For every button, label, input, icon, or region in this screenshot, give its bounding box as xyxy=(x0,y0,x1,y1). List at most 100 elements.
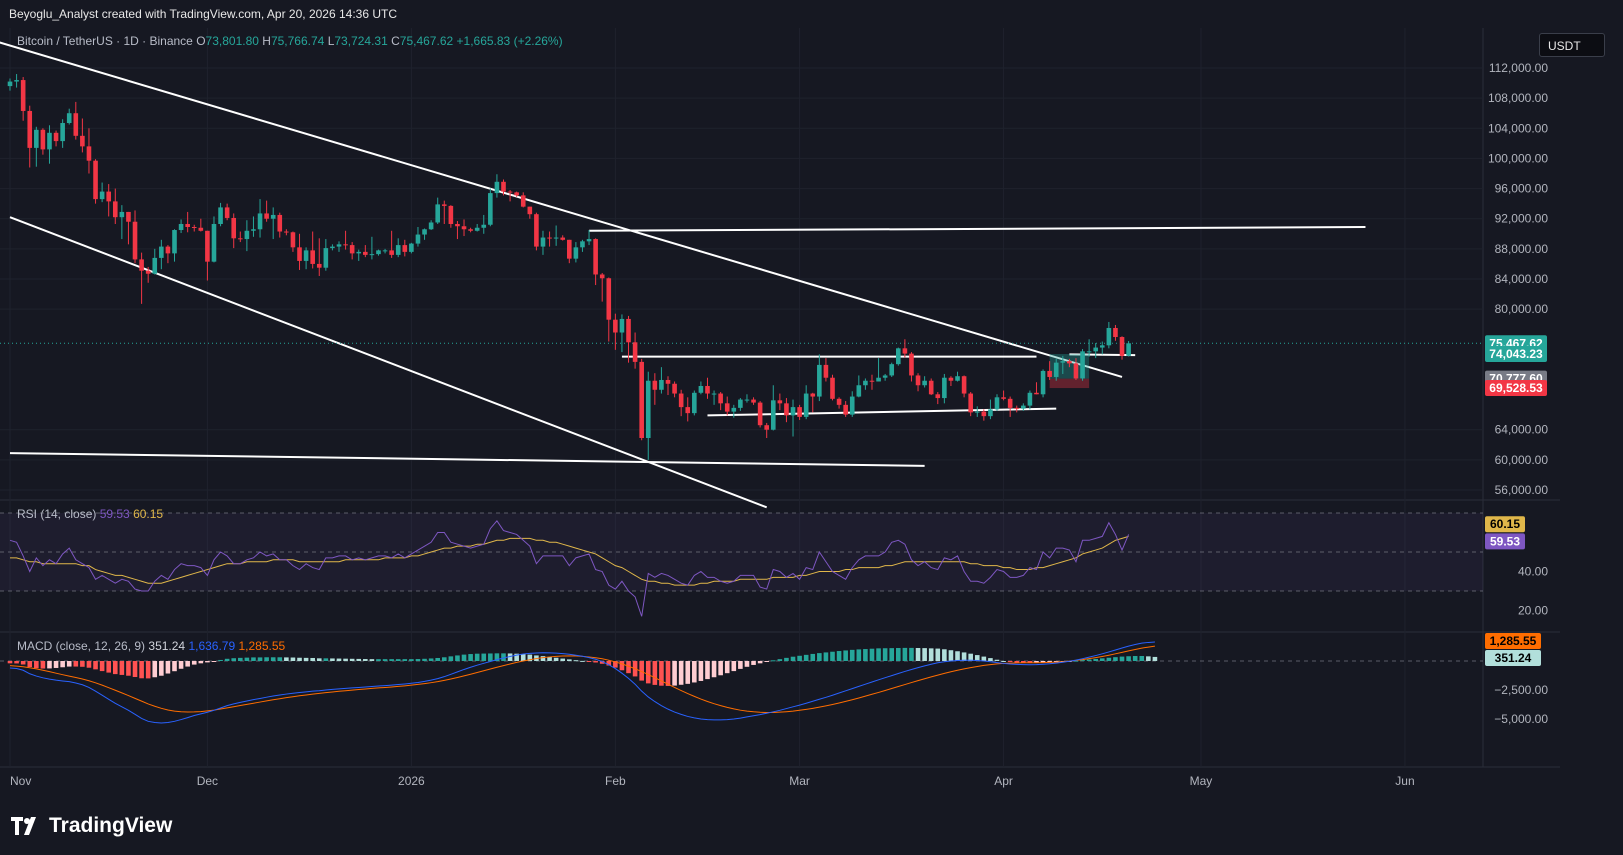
candle-body xyxy=(126,211,131,222)
macd-histogram-bar xyxy=(185,661,190,667)
position-box-loss xyxy=(1049,378,1090,389)
candle-body xyxy=(60,123,65,142)
candle-body xyxy=(520,195,526,207)
candle-body xyxy=(481,224,487,228)
candle-body xyxy=(784,403,789,416)
macd-title: MACD (close, 12, 26, 9) xyxy=(17,639,146,653)
rsi-value: 59.53 xyxy=(99,507,130,521)
macd-histogram-bar xyxy=(573,660,579,662)
candle-body xyxy=(34,129,39,148)
macd-histogram-bar xyxy=(389,659,394,661)
low-label: L xyxy=(327,34,335,48)
rsi-value-box xyxy=(1485,533,1525,550)
macd-hist-value: 351.24 xyxy=(148,639,186,653)
candle-body xyxy=(303,250,309,261)
candle-body xyxy=(823,364,829,378)
candle-body xyxy=(159,246,164,258)
macd-histogram-bar xyxy=(738,661,743,669)
candle-body xyxy=(507,191,513,193)
macd-histogram-bar xyxy=(764,661,769,662)
candle-body xyxy=(112,201,118,218)
candle-body xyxy=(1099,345,1105,348)
macd-histogram-bar xyxy=(882,648,888,661)
candle-body xyxy=(99,191,105,200)
macd-value-box xyxy=(1485,650,1541,666)
candle-body xyxy=(349,245,355,254)
macd-histogram-bar xyxy=(593,661,598,663)
macd-histogram-bar xyxy=(974,655,980,661)
candle-body xyxy=(264,213,269,219)
macd-histogram-bar xyxy=(409,659,414,661)
macd-histogram-bar xyxy=(698,661,704,681)
price-label-text: 74,043.23 xyxy=(1489,347,1543,361)
macd-histogram-bar xyxy=(626,661,631,674)
macd-histogram-bar xyxy=(672,661,677,686)
candle-body xyxy=(678,393,684,408)
macd-histogram-bar xyxy=(99,661,105,672)
macd-tick-label: −2,500.00 xyxy=(1494,683,1548,697)
trendline xyxy=(0,41,1123,378)
macd-histogram-bar xyxy=(863,649,868,661)
macd-histogram-bar xyxy=(836,651,842,661)
candle-body xyxy=(1053,362,1059,377)
candle-body xyxy=(172,230,177,254)
candle-body xyxy=(606,278,612,320)
rsi-legend[interactable]: RSI (14, close) 59.53 60.15 xyxy=(17,507,163,521)
macd-histogram-bar xyxy=(659,661,664,686)
footer-bar xyxy=(0,793,1623,855)
tradingview-logo[interactable]: TradingView xyxy=(11,814,172,838)
symbol-legend[interactable]: Bitcoin / TetherUS · 1D · Binance O73,80… xyxy=(17,34,563,48)
macd-legend[interactable]: MACD (close, 12, 26, 9) 351.24 1,636.79 … xyxy=(17,639,285,653)
price-tick-label: 64,000.00 xyxy=(1495,423,1549,437)
macd-histogram-bar xyxy=(507,653,513,661)
macd-histogram-bar xyxy=(1106,657,1112,661)
time-tick-label: May xyxy=(1190,774,1213,788)
candle-body xyxy=(382,250,388,252)
candle-body xyxy=(849,396,855,415)
macd-histogram-bar xyxy=(547,656,552,661)
candle-body xyxy=(468,229,473,231)
candle-body xyxy=(93,160,98,200)
candle-body xyxy=(415,234,421,244)
macd-histogram-bar xyxy=(520,654,526,661)
candle-body xyxy=(178,223,184,231)
currency-button[interactable]: USDT xyxy=(1539,33,1605,57)
macd-histogram-bar xyxy=(896,648,901,661)
macd-histogram-bar xyxy=(553,657,559,661)
macd-histogram-bar xyxy=(652,661,658,685)
macd-histogram-bar xyxy=(7,661,13,664)
candle-body xyxy=(441,204,447,206)
candle-body xyxy=(803,393,809,417)
candle-body xyxy=(80,135,85,147)
candle-body xyxy=(1119,337,1125,356)
macd-histogram-bar xyxy=(1093,658,1098,661)
macd-histogram-bar xyxy=(316,658,322,661)
macd-histogram-bar xyxy=(284,657,289,661)
candle-body xyxy=(738,399,743,408)
macd-histogram-bar xyxy=(1007,661,1013,662)
candle-body xyxy=(20,80,26,111)
macd-histogram-bar xyxy=(843,650,848,661)
macd-histogram-bar xyxy=(369,659,375,661)
candle-body xyxy=(139,259,144,271)
candle-body xyxy=(53,132,59,142)
macd-histogram-bar xyxy=(349,658,355,661)
macd-histogram-bar xyxy=(376,659,381,661)
time-tick-label: Feb xyxy=(605,774,626,788)
candle-body xyxy=(336,244,342,247)
time-tick-label: Dec xyxy=(197,774,218,788)
candle-body xyxy=(790,407,796,416)
macd-histogram-bar xyxy=(126,661,131,676)
candle-body xyxy=(527,206,533,215)
candle-body xyxy=(422,229,427,235)
price-tick-label: 112,000.00 xyxy=(1489,61,1548,75)
candle-body xyxy=(402,245,408,252)
candle-body xyxy=(613,319,618,333)
candle-body xyxy=(731,407,737,412)
macd-histogram-bar xyxy=(1047,661,1052,663)
macd-histogram-bar xyxy=(53,661,59,668)
candle-body xyxy=(757,402,763,426)
candle-body xyxy=(270,214,276,219)
